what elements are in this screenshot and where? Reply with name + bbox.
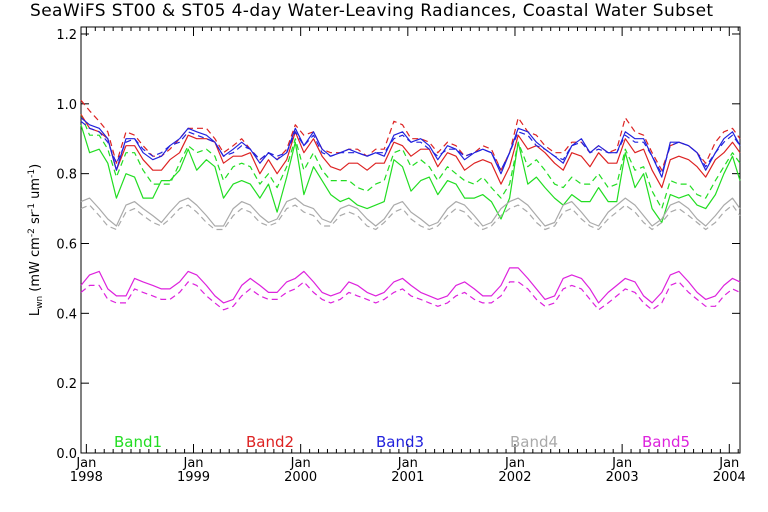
y-axis-label-mid: sr: [28, 211, 43, 228]
y-axis-label: Lwn (mW cm-2 sr-1 um-1): [27, 164, 45, 316]
x-tick-month-label: Jan: [397, 456, 418, 471]
x-tick-year-label: 2001: [391, 470, 424, 485]
legend: Band1 Band2 Band3 Band4 Band5: [114, 433, 690, 451]
legend-entry-band2: Band2: [246, 433, 294, 451]
series-line-9-dashed: [80, 281, 741, 311]
x-tick-year-label: 1998: [70, 470, 103, 485]
chart-title: SeaWiFS ST00 & ST05 4-day Water-Leaving …: [30, 1, 714, 21]
plot-frame: [80, 26, 741, 454]
y-tick-label: 0.4: [56, 307, 77, 322]
x-axis: Jan1998Jan1999Jan2000Jan2001Jan2002Jan20…: [70, 27, 746, 485]
y-axis: 0.0 0.2 0.4 0.6 0.8 1.0 1.2: [56, 28, 740, 462]
x-tick-year-label: 2004: [713, 470, 746, 485]
y-axis-label-exp1: -2: [27, 228, 37, 237]
y-tick-label: 0.2: [56, 377, 77, 392]
series-line-3-dashed: [80, 99, 741, 171]
y-tick-label: 0.8: [56, 168, 77, 183]
x-tick-year-label: 1999: [177, 470, 210, 485]
series-line-6-solid: [80, 197, 741, 227]
y-tick-label: 1.0: [56, 98, 77, 113]
legend-entry-band1: Band1: [114, 433, 162, 451]
y-tick-label: 1.2: [56, 28, 77, 43]
x-tick-month-label: Jan: [504, 456, 525, 471]
x-tick-month-label: Jan: [290, 456, 311, 471]
y-axis-label-sub: wn: [35, 296, 45, 309]
series-line-7-dashed: [80, 204, 741, 231]
x-tick-month-label: Jan: [75, 456, 96, 471]
series-line-2-solid: [80, 113, 741, 189]
y-axis-label-mid2: um: [28, 178, 43, 203]
y-axis-label-exp2: -1: [27, 203, 37, 212]
x-tick-month-label: Jan: [718, 456, 739, 471]
x-tick-year-label: 2000: [284, 470, 317, 485]
x-tick-year-label: 2002: [498, 470, 531, 485]
legend-entry-band5: Band5: [642, 433, 690, 451]
x-tick-month-label: Jan: [611, 456, 632, 471]
y-axis-label-main: L: [28, 308, 43, 316]
y-axis-label-end: ): [28, 164, 43, 169]
series-line-5-dashed: [80, 120, 741, 175]
y-tick-label: 0.6: [56, 237, 77, 252]
legend-entry-band4: Band4: [510, 433, 558, 451]
series-line-1-dashed: [80, 114, 741, 210]
x-tick-month-label: Jan: [182, 456, 203, 471]
series-layer: [80, 99, 741, 311]
x-tick-year-label: 2003: [606, 470, 639, 485]
y-axis-label-exp3: -1: [27, 169, 37, 178]
legend-entry-band3: Band3: [376, 433, 424, 451]
series-line-8-solid: [80, 267, 741, 304]
y-tick-label: 0.0: [56, 447, 77, 462]
series-line-0-solid: [80, 124, 741, 224]
y-axis-label-rest: (mW cm: [28, 237, 43, 296]
